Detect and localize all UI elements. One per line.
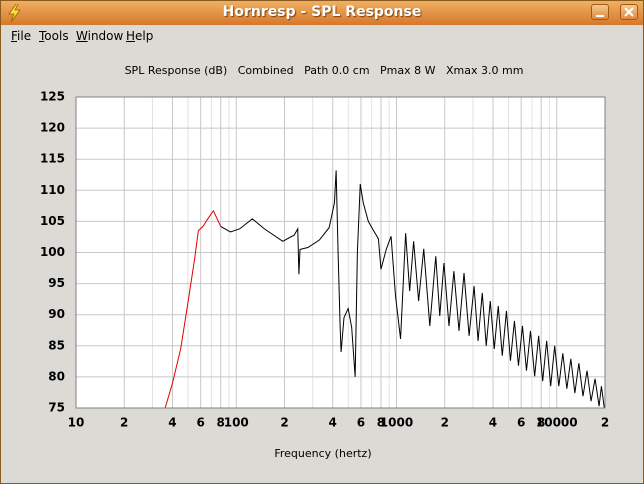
x-tick-label: 6: [517, 416, 525, 430]
y-tick-label: 95: [48, 276, 65, 290]
chart-title: SPL Response (dB) Combined Path 0.0 cm P…: [125, 64, 524, 77]
y-tick-label: 115: [40, 152, 65, 166]
x-tick-label: 10: [68, 416, 85, 430]
x-tick-label: 2: [280, 416, 288, 430]
minimize-button[interactable]: [591, 4, 609, 20]
menu-item[interactable]: Help: [126, 29, 154, 43]
title-bar: Hornresp - SPL Response: [1, 1, 643, 25]
y-tick-label: 120: [40, 121, 65, 135]
x-tick-label: 10000: [536, 416, 578, 430]
x-tick-label: 8: [217, 416, 225, 430]
x-tick-label: 2: [120, 416, 128, 430]
window-title: Hornresp - SPL Response: [222, 4, 422, 20]
x-tick-label: 8: [537, 416, 545, 430]
x-tick-label: 1000: [380, 416, 413, 430]
x-tick-label: 100: [224, 416, 249, 430]
app-icon: [8, 4, 21, 22]
menu-item[interactable]: File: [11, 29, 32, 43]
x-tick-label: 8: [377, 416, 385, 430]
y-tick-label: 90: [48, 307, 65, 321]
x-tick-label: 4: [489, 416, 497, 430]
x-tick-label: 6: [197, 416, 205, 430]
x-tick-label: 2: [441, 416, 449, 430]
menu-item[interactable]: Window: [76, 29, 124, 43]
menu-item[interactable]: Tools: [39, 29, 69, 43]
y-tick-label: 80: [48, 369, 65, 383]
x-tick-label: 4: [168, 416, 176, 430]
y-tick-label: 75: [48, 401, 65, 415]
spl-curve: [220, 170, 605, 408]
y-tick-label: 85: [48, 338, 65, 352]
x-tick-label: 6: [357, 416, 365, 430]
menu-bar: File Tools Window Help: [1, 25, 643, 47]
y-tick-label: 125: [40, 90, 65, 104]
x-tick-label: 2: [601, 416, 609, 430]
spl-curve: [164, 209, 222, 408]
plot-border: [75, 96, 606, 409]
x-axis-label: Frequency (hertz): [274, 447, 371, 460]
chart: SPL Response (dB) Combined Path 0.0 cm P…: [40, 64, 609, 460]
y-tick-label: 105: [40, 214, 65, 228]
x-tick-label: 4: [329, 416, 337, 430]
y-tick-label: 100: [40, 245, 65, 259]
y-tick-label: 110: [40, 183, 65, 197]
close-button[interactable]: [620, 4, 638, 20]
